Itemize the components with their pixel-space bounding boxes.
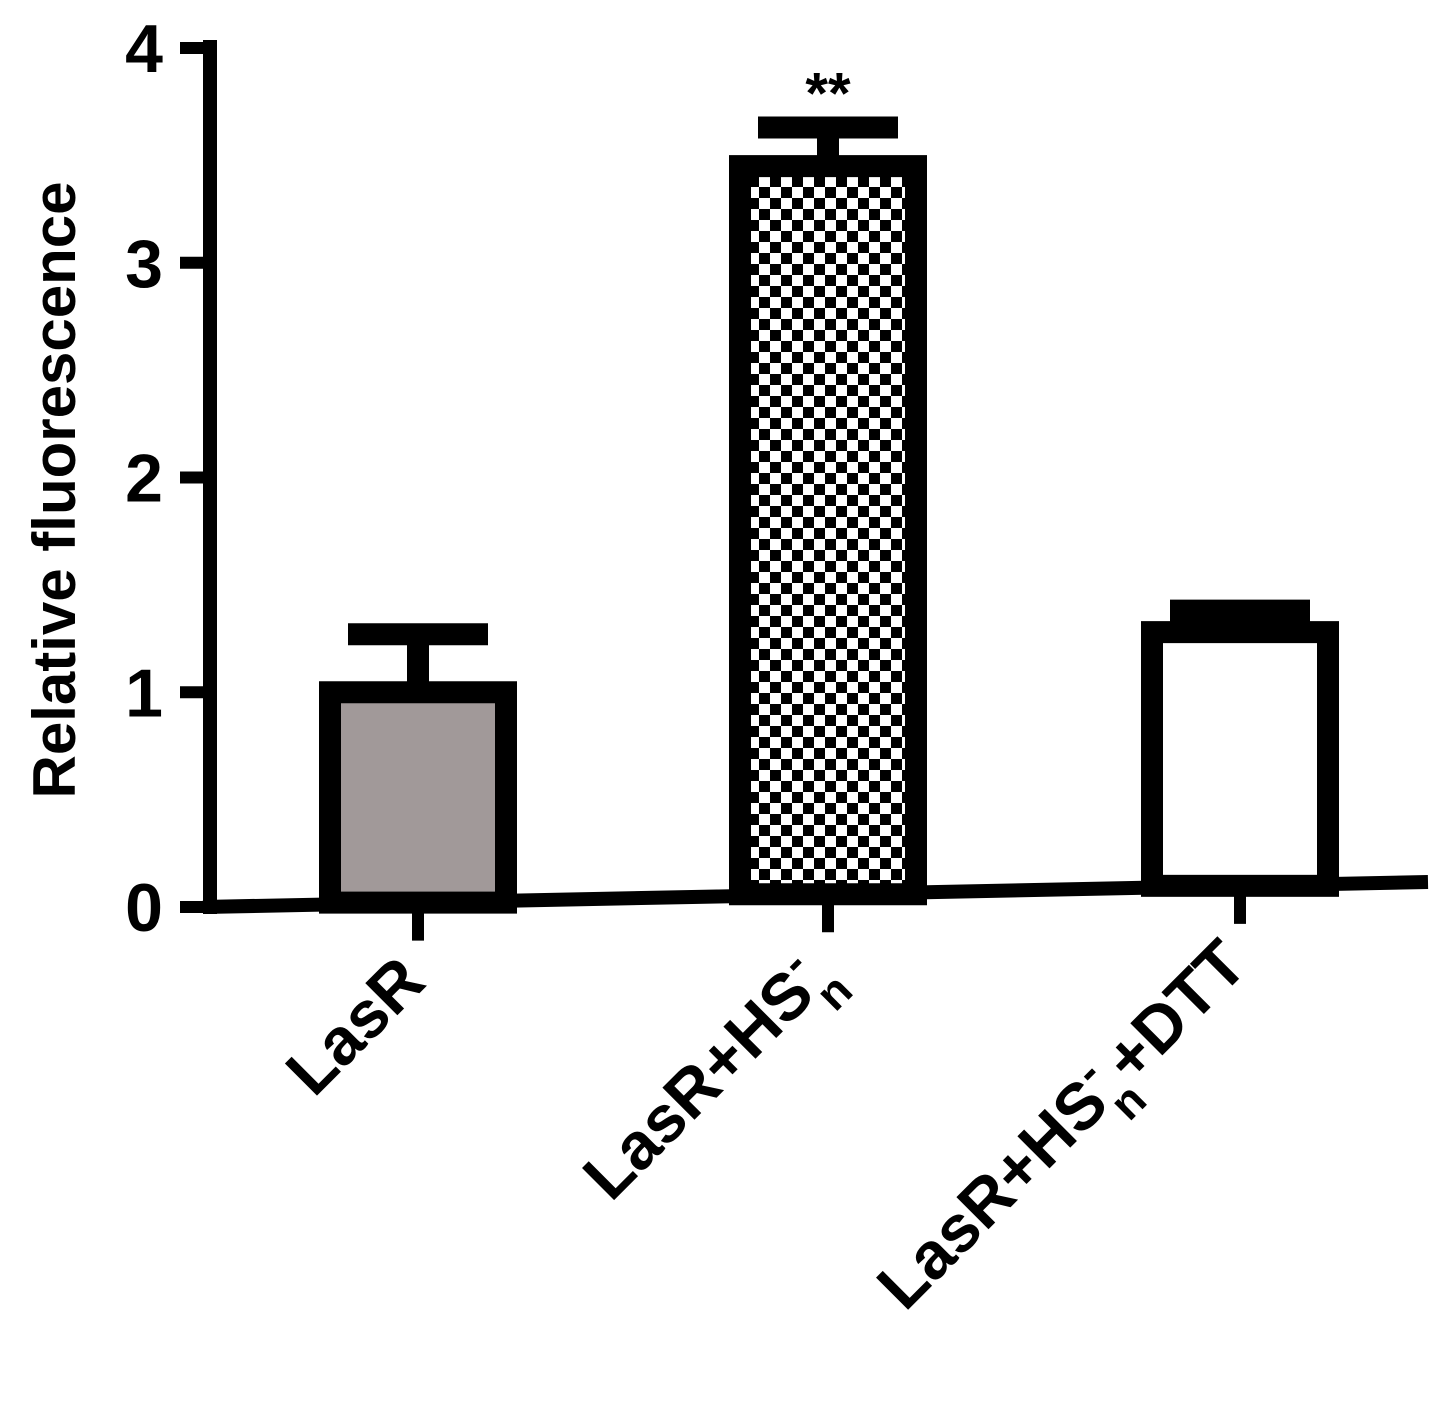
y-tick-label: 1 xyxy=(125,655,163,731)
bars-layer xyxy=(319,116,1339,914)
y-tick-label: 4 xyxy=(125,11,163,87)
x-axis-line xyxy=(202,875,1429,914)
y-ticks: 0 1 2 3 4 xyxy=(125,11,212,946)
y-tick-label: 2 xyxy=(125,441,163,517)
significance-marker: ** xyxy=(805,61,851,126)
x-tick-label: LasR+HS-n+DTT xyxy=(857,920,1274,1337)
bar-0 xyxy=(319,681,517,914)
y-tick-label: 0 xyxy=(125,870,163,946)
x-tick-label: LasR+HS-n xyxy=(563,928,862,1227)
bar-1 xyxy=(729,155,927,906)
annotations: ** xyxy=(805,61,851,126)
bar-2 xyxy=(1141,621,1339,897)
y-axis-label: Relative fluorescence xyxy=(21,182,88,799)
x-tick-label: LasR xyxy=(271,942,437,1108)
y-tick-label: 3 xyxy=(125,226,163,302)
